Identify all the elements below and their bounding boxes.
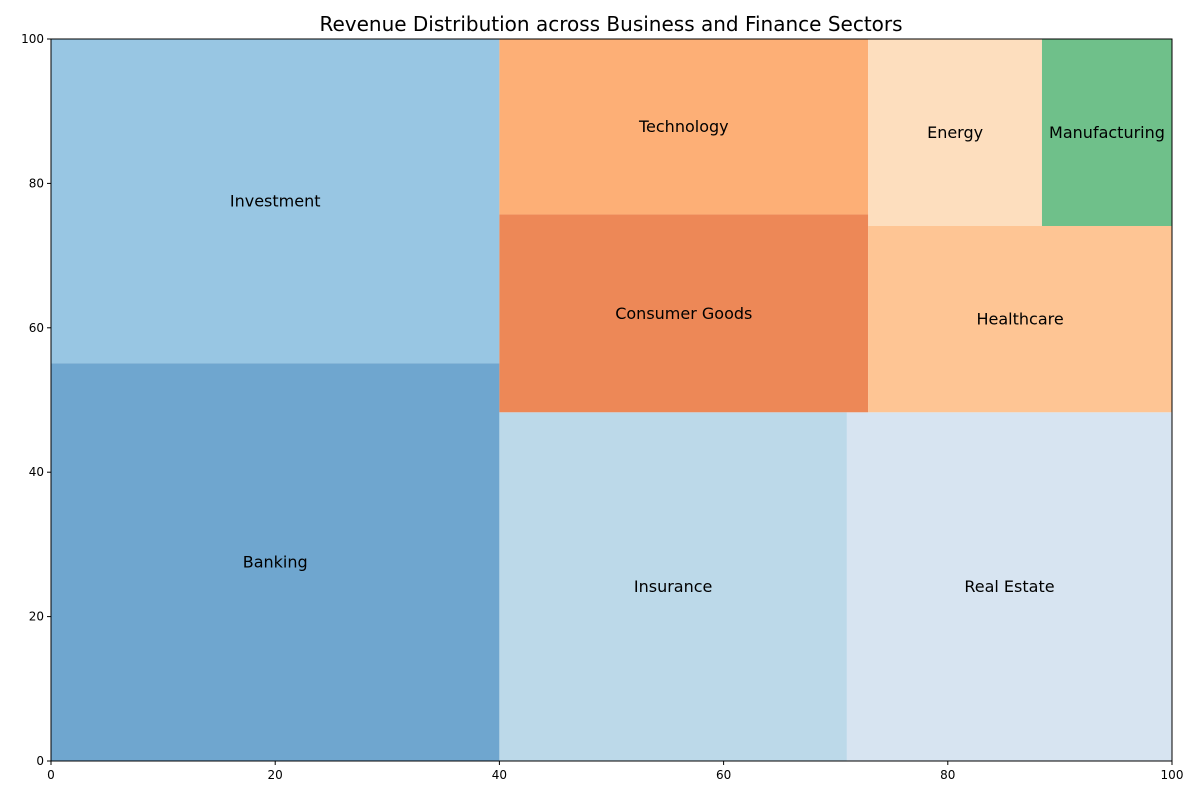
y-tick-label: 40 xyxy=(29,465,44,479)
y-axis: 0 20 40 60 80 100 xyxy=(21,32,51,768)
x-tick-label: 60 xyxy=(716,768,731,782)
chart-title: Revenue Distribution across Business and… xyxy=(319,12,902,36)
x-tick-label: 20 xyxy=(268,768,283,782)
x-tick-label: 0 xyxy=(47,768,55,782)
tile-label-real-estate: Real Estate xyxy=(964,577,1054,596)
x-tick-label: 40 xyxy=(492,768,507,782)
x-tick-label: 100 xyxy=(1161,768,1184,782)
x-axis: 0 20 40 60 80 100 xyxy=(47,761,1183,782)
x-tick-label: 80 xyxy=(940,768,955,782)
y-tick-label: 20 xyxy=(29,610,44,624)
treemap-tiles xyxy=(51,39,1172,761)
tile-label-consumer-goods: Consumer Goods xyxy=(615,304,752,323)
tile-label-healthcare: Healthcare xyxy=(976,310,1063,329)
tile-label-manufacturing: Manufacturing xyxy=(1049,123,1165,142)
tile-label-energy: Energy xyxy=(927,123,983,142)
y-tick-label: 80 xyxy=(29,176,44,190)
y-tick-label: 100 xyxy=(21,32,44,46)
y-tick-label: 0 xyxy=(36,754,44,768)
y-tick-label: 60 xyxy=(29,321,44,335)
tile-label-insurance: Insurance xyxy=(634,577,713,596)
tile-label-investment: Investment xyxy=(230,192,321,211)
tile-label-banking: Banking xyxy=(243,553,308,572)
tile-label-technology: Technology xyxy=(638,117,729,136)
